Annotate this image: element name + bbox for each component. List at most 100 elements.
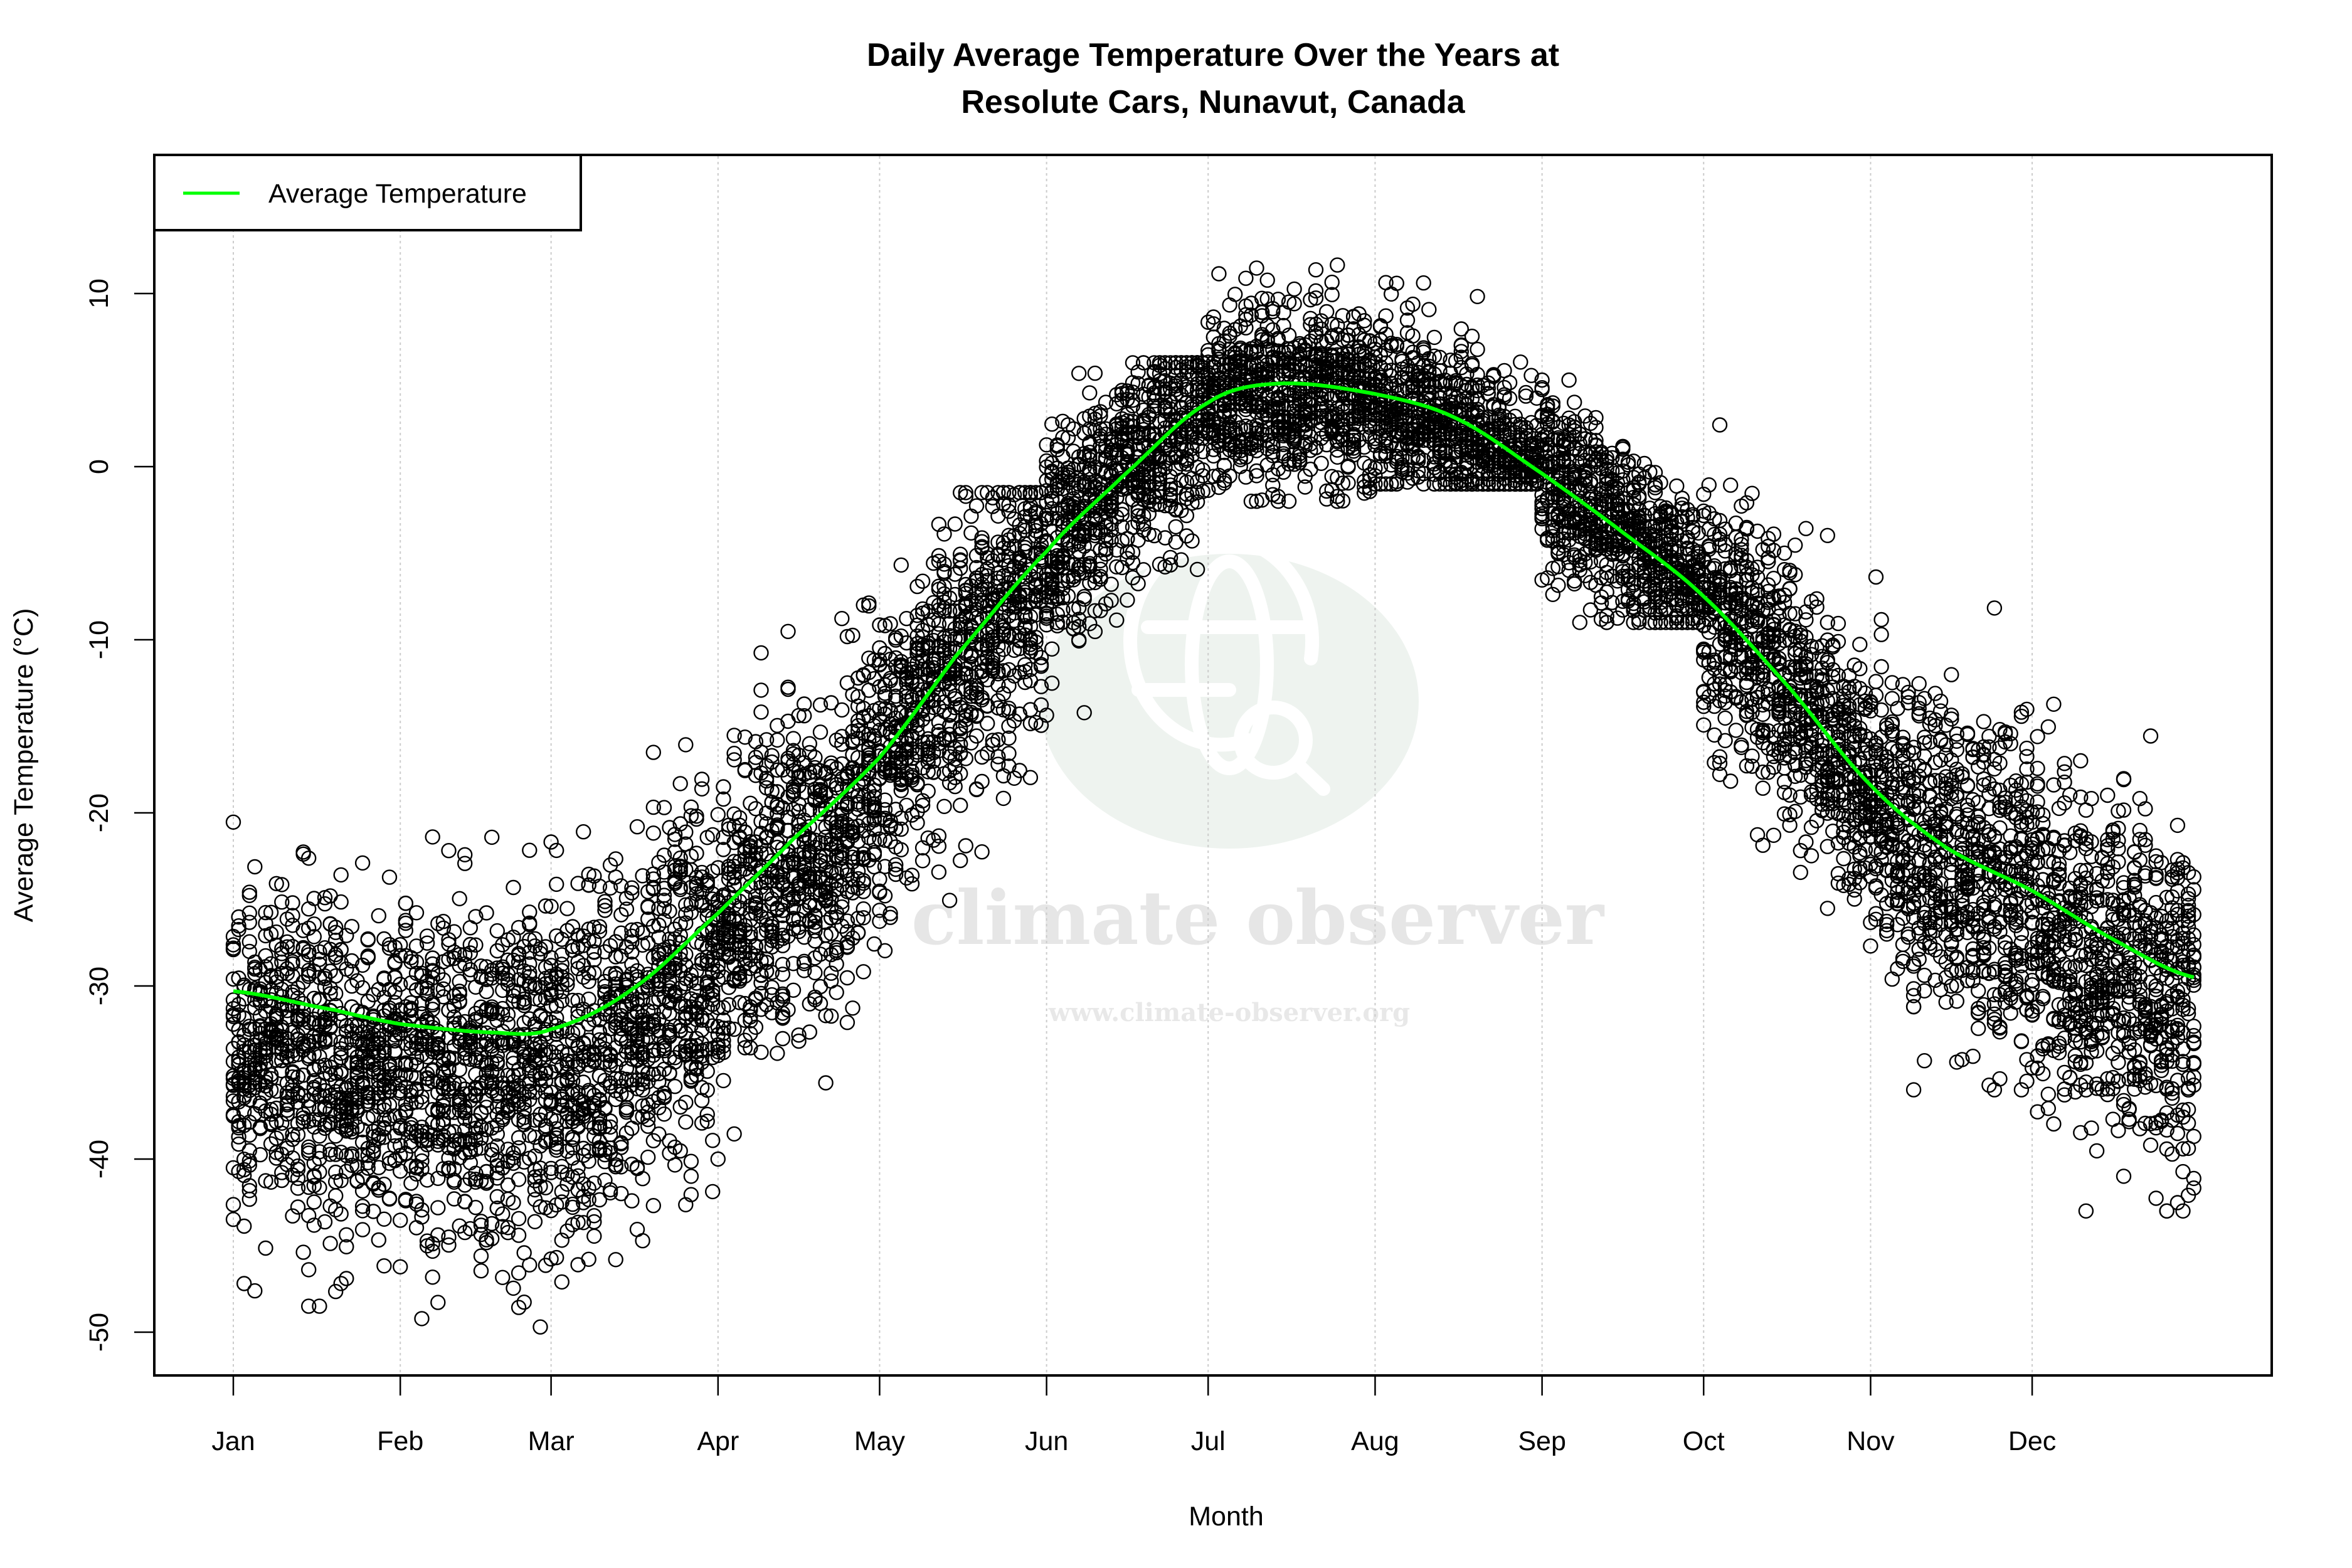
data-point: [339, 1227, 354, 1243]
data-point: [1776, 774, 1793, 790]
data-point: [241, 887, 257, 904]
data-point: [2062, 787, 2078, 803]
data-point: [290, 1126, 306, 1143]
data-point: [618, 1125, 635, 1141]
data-point: [1722, 477, 1739, 493]
data-point: [678, 897, 694, 913]
data-point: [613, 878, 629, 894]
data-point: [1798, 612, 1814, 628]
data-point: [285, 938, 300, 955]
data-point: [2078, 862, 2094, 879]
data-point: [274, 877, 290, 893]
data-point: [1836, 850, 1851, 867]
data-point: [1340, 458, 1356, 474]
data-point: [2175, 1102, 2191, 1118]
data-point: [678, 1094, 694, 1110]
data-point: [1098, 395, 1114, 410]
data-point: [1060, 430, 1076, 445]
data-point: [726, 745, 742, 761]
data-point: [597, 903, 613, 918]
data-point: [241, 1143, 257, 1158]
data-point: [887, 866, 904, 882]
data-point: [1243, 307, 1259, 323]
data-point: [1863, 914, 1878, 930]
data-point: [1470, 341, 1485, 358]
data-point: [990, 508, 1006, 524]
data-point: [624, 1193, 640, 1209]
data-point: [2057, 1030, 2072, 1046]
data-point: [645, 825, 662, 841]
data-point: [2111, 854, 2126, 870]
data-point: [430, 1295, 446, 1310]
data-point: [764, 980, 780, 995]
data-point: [543, 975, 559, 991]
data-point: [1028, 523, 1044, 539]
data-point: [295, 1244, 311, 1260]
data-point: [1707, 727, 1722, 743]
data-point: [753, 682, 769, 698]
data-point: [1739, 758, 1755, 774]
data-point: [1001, 718, 1017, 734]
data-point: [1324, 274, 1340, 290]
data-point: [877, 859, 893, 874]
data-point: [1216, 403, 1232, 419]
data-point: [1932, 703, 1949, 719]
data-point: [850, 850, 866, 866]
data-point: [500, 1220, 516, 1236]
data-point: [1152, 556, 1168, 572]
data-point: [376, 1211, 392, 1227]
data-point: [1453, 321, 1470, 337]
data-point: [1103, 593, 1119, 608]
data-point: [958, 838, 974, 854]
data-point: [225, 1016, 241, 1032]
data-point: [2057, 795, 2072, 811]
data-point: [1761, 765, 1776, 780]
data-point: [667, 1078, 683, 1094]
data-point: [952, 553, 968, 569]
data-point: [473, 1248, 489, 1264]
data-point: [1712, 531, 1728, 547]
data-point: [312, 1128, 327, 1144]
data-point: [2143, 728, 2159, 744]
data-point: [780, 679, 796, 695]
data-point: [1179, 359, 1195, 374]
data-point: [576, 1147, 591, 1163]
data-point: [796, 707, 812, 724]
data-point: [360, 931, 376, 947]
data-point: [1922, 910, 1938, 926]
data-point: [2013, 788, 2030, 804]
data-point: [258, 948, 273, 964]
data-point: [656, 800, 672, 815]
data-point: [2035, 815, 2051, 832]
data-point: [301, 901, 317, 917]
data-point: [376, 1112, 392, 1128]
data-point: [1938, 994, 1954, 1010]
data-point: [1798, 521, 1814, 536]
data-point: [1001, 730, 1017, 746]
data-point: [1286, 447, 1302, 462]
data-point: [645, 799, 662, 815]
data-point: [958, 751, 974, 766]
data-point: [904, 807, 920, 823]
data-point: [468, 937, 484, 953]
data-point: [1878, 917, 1895, 933]
data-point: [823, 695, 839, 711]
data-point: [511, 1265, 527, 1281]
data-point: [387, 1128, 403, 1144]
data-point: [2030, 729, 2045, 744]
data-point: [419, 935, 435, 951]
data-point: [2148, 848, 2164, 864]
data-point: [1566, 573, 1582, 589]
data-point: [624, 885, 640, 901]
data-point: [414, 1123, 430, 1140]
data-point: [322, 1147, 338, 1162]
data-point: [1071, 366, 1087, 381]
data-point: [591, 1024, 608, 1040]
data-point: [1044, 416, 1060, 432]
data-point: [834, 899, 850, 915]
data-point: [2057, 764, 2072, 780]
data-point: [1911, 706, 1927, 722]
data-point: [1238, 270, 1254, 286]
data-point: [1550, 578, 1566, 593]
data-point: [2046, 1116, 2062, 1132]
